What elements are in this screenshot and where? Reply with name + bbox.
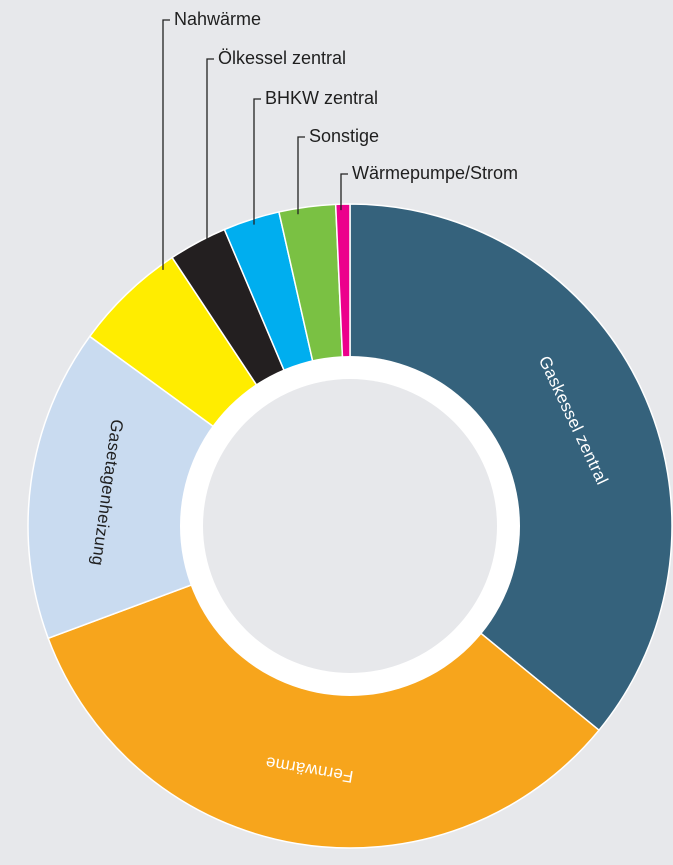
callout-line-sonstige xyxy=(297,136,305,215)
callout-line-waermepumpe-strom xyxy=(340,173,348,211)
callouts-layer: Nahwärme Ölkessel zentral BHKW zentral Sons… xyxy=(162,9,518,270)
callout-label-bhkw-zentral: BHKW zentral xyxy=(265,88,378,108)
callout-line-nahwaerme xyxy=(162,19,170,270)
callout-label-nahwaerme: Nahwärme xyxy=(174,9,261,29)
callout-label-waermepumpe-strom: Wärmepumpe/Strom xyxy=(352,163,518,183)
callout-label-sonstige: Sonstige xyxy=(309,126,379,146)
donut-hole xyxy=(203,379,497,673)
slice-gaskessel-zentral xyxy=(349,203,673,732)
callout-label-oelkessel-zentral: Ölkessel zentral xyxy=(218,48,346,68)
callout-line-bhkw-zentral xyxy=(253,98,261,225)
callout-line-oelkessel-zentral xyxy=(206,58,214,244)
